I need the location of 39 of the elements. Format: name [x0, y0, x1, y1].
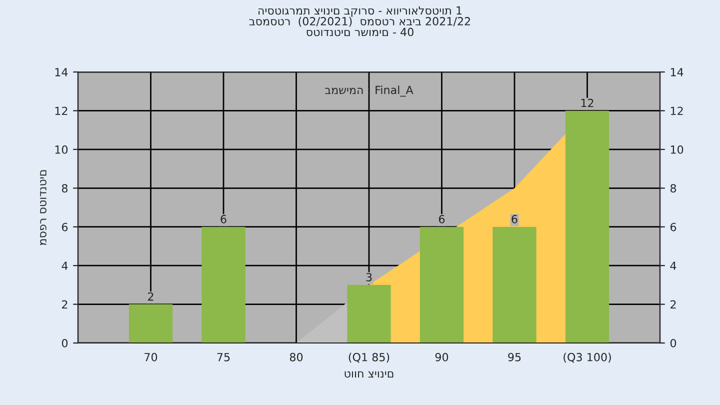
y2-tick-label: 12 — [670, 106, 683, 115]
y2-tick-label: 4 — [670, 262, 676, 270]
y-tick-label: 4 — [62, 262, 68, 270]
y2-tick-label: 2 — [670, 300, 676, 309]
y-tick-label: 2 — [62, 300, 68, 309]
y-tick-label: 14 — [55, 68, 68, 76]
bar — [420, 226, 464, 343]
data-label: 6 — [220, 214, 226, 224]
data-label: 2 — [148, 292, 154, 301]
bar — [347, 284, 391, 343]
x-tick-label: 75 — [217, 353, 230, 362]
chart-title: היסטוגרמת ציונים בקורס - אווירואלסטיות 1 בסמסטר (02/2021) סמסטר אביב 2021/22 סטודנטים רשומים - 40 — [249, 6, 470, 36]
data-label: 6 — [438, 214, 445, 224]
x-tick-label: 95 — [508, 352, 521, 362]
y-tick-label: 6 — [62, 222, 68, 232]
y-tick-label: 0 — [62, 338, 68, 348]
data-label: 6 — [512, 214, 518, 224]
y2-tick-label: 6 — [670, 222, 676, 232]
y2-tick-label: 8 — [670, 184, 676, 193]
y-tick-label: 10 — [55, 145, 68, 154]
x-tick-label: (Q1 85) — [348, 352, 390, 363]
y-tick-label: 12 — [55, 106, 68, 115]
bar — [492, 226, 536, 343]
y-axis-title: מספר סטודנטים — [40, 170, 46, 246]
y2-tick-label: 0 — [670, 338, 676, 348]
x-tick-label: 90 — [435, 352, 448, 362]
x-tick-label: (Q3 100) — [564, 352, 611, 363]
x-axis-title: טווח ציונים — [344, 371, 394, 378]
y2-tick-label: 14 — [670, 68, 684, 76]
bar — [565, 110, 610, 343]
bar — [128, 304, 173, 343]
data-label: 12 — [581, 98, 594, 108]
annotation: במשימה : Final_A — [325, 86, 414, 97]
data-label: 3 — [366, 272, 372, 282]
x-tick-label: 80 — [290, 352, 303, 362]
y2-tick-label: 10 — [670, 145, 684, 154]
y-tick-label: 8 — [62, 184, 68, 193]
bar — [202, 226, 246, 343]
x-tick-label: 70 — [144, 352, 158, 362]
